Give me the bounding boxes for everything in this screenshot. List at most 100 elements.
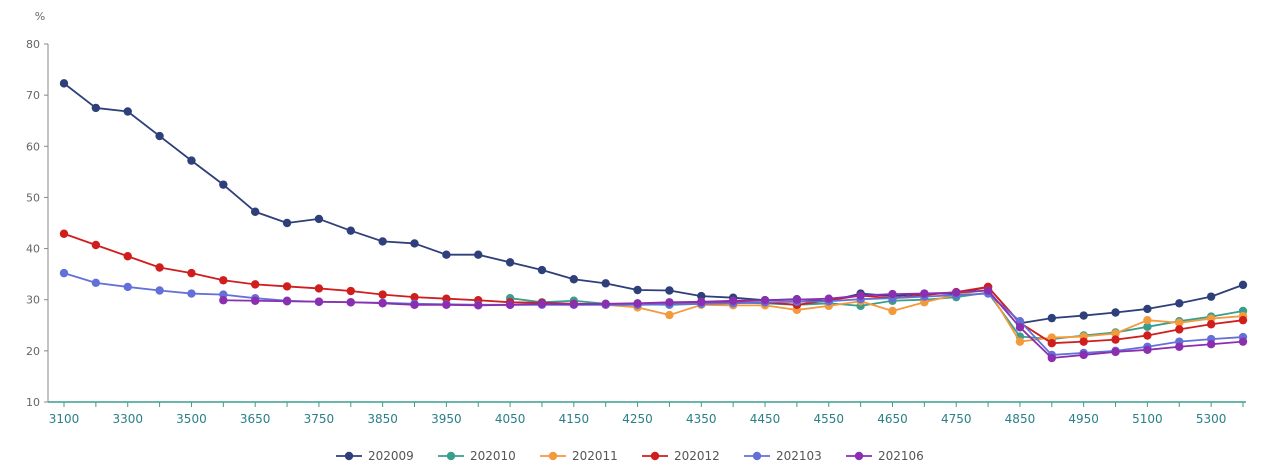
data-point-202106[interactable]	[1238, 337, 1248, 346]
data-point-202012[interactable]	[1047, 338, 1057, 348]
data-point-202009[interactable]	[282, 218, 292, 228]
data-point-202106[interactable]	[952, 288, 961, 297]
data-point-202012[interactable]	[378, 290, 387, 299]
data-point-202012[interactable]	[219, 276, 228, 285]
data-point-202106[interactable]	[410, 300, 419, 310]
legend-item-202103[interactable]: 202103	[744, 449, 822, 463]
data-point-202012[interactable]	[410, 292, 419, 302]
data-point-202106[interactable]	[505, 300, 515, 310]
data-point-202106[interactable]	[888, 289, 897, 299]
data-point-202012[interactable]	[282, 282, 292, 291]
data-point-202106[interactable]	[474, 301, 483, 310]
data-point-202009[interactable]	[1079, 311, 1088, 320]
legend-item-202009[interactable]: 202009	[336, 449, 414, 463]
data-point-202012[interactable]	[314, 284, 324, 293]
data-point-202106[interactable]	[378, 299, 387, 308]
data-point-202012[interactable]	[1111, 335, 1120, 344]
legend-item-202010[interactable]: 202010	[438, 449, 516, 463]
data-point-202106[interactable]	[665, 298, 674, 307]
data-point-202106[interactable]	[537, 299, 547, 309]
data-point-202106[interactable]	[824, 294, 833, 303]
data-point-202106[interactable]	[1175, 342, 1184, 351]
data-point-202012[interactable]	[123, 252, 132, 261]
data-point-202106[interactable]	[633, 299, 642, 308]
data-point-202106[interactable]	[601, 299, 610, 309]
data-point-202103[interactable]	[123, 282, 132, 292]
data-point-202009[interactable]	[505, 258, 515, 267]
data-point-202009[interactable]	[474, 250, 483, 259]
data-point-202009[interactable]	[410, 239, 419, 248]
data-point-202011[interactable]	[1143, 315, 1152, 325]
legend-item-202106[interactable]: 202106	[846, 449, 924, 463]
data-point-202103[interactable]	[1015, 316, 1025, 326]
data-point-202106[interactable]	[282, 297, 292, 306]
data-point-202106[interactable]	[1143, 345, 1152, 355]
data-point-202010[interactable]	[1143, 322, 1152, 332]
data-point-202009[interactable]	[633, 285, 642, 295]
data-point-202011[interactable]	[888, 306, 897, 316]
legend-item-202012[interactable]: 202012	[642, 449, 720, 463]
legend-item-202011[interactable]: 202011	[540, 449, 618, 463]
data-point-202103[interactable]	[91, 278, 101, 288]
data-point-202106[interactable]	[314, 297, 324, 306]
data-point-202106[interactable]	[442, 300, 451, 310]
data-point-202009[interactable]	[91, 103, 101, 113]
data-point-202009[interactable]	[1238, 280, 1248, 290]
data-point-202012[interactable]	[91, 240, 101, 250]
data-point-202106[interactable]	[697, 297, 706, 306]
data-point-202106[interactable]	[792, 295, 802, 304]
data-point-202009[interactable]	[250, 207, 260, 216]
data-point-202103[interactable]	[155, 286, 164, 295]
data-point-202012[interactable]	[346, 286, 355, 296]
legend[interactable]: 202009 202010 202011 202012 202103 202106	[336, 449, 924, 463]
data-point-202103[interactable]	[187, 289, 196, 298]
data-point-202012[interactable]	[1206, 320, 1216, 329]
data-point-202009[interactable]	[1047, 313, 1057, 323]
y-tick-label: 60	[26, 140, 40, 153]
data-point-202012[interactable]	[250, 280, 260, 289]
data-point-202106[interactable]	[1079, 350, 1088, 360]
data-point-202009[interactable]	[1111, 308, 1120, 317]
data-point-202106[interactable]	[1015, 323, 1025, 332]
data-point-202106[interactable]	[1206, 340, 1216, 349]
data-point-202009[interactable]	[1175, 299, 1184, 308]
data-point-202009[interactable]	[187, 156, 196, 165]
data-point-202106[interactable]	[760, 296, 770, 305]
data-point-202106[interactable]	[1047, 353, 1057, 363]
data-point-202009[interactable]	[378, 237, 387, 246]
data-point-202009[interactable]	[123, 107, 132, 116]
data-point-202106[interactable]	[856, 291, 865, 300]
data-point-202106[interactable]	[728, 296, 738, 305]
data-point-202106[interactable]	[250, 296, 260, 305]
data-point-202011[interactable]	[1111, 329, 1120, 338]
data-point-202009[interactable]	[569, 275, 579, 284]
data-point-202009[interactable]	[442, 250, 451, 259]
data-point-202009[interactable]	[219, 180, 228, 189]
data-point-202009[interactable]	[314, 214, 324, 224]
data-point-202011[interactable]	[1015, 337, 1025, 346]
data-point-202009[interactable]	[665, 286, 674, 295]
data-point-202009[interactable]	[1143, 304, 1152, 314]
data-point-202011[interactable]	[1175, 318, 1184, 327]
data-point-202106[interactable]	[346, 298, 355, 307]
data-point-202012[interactable]	[59, 229, 69, 238]
data-point-202106[interactable]	[219, 296, 228, 305]
data-point-202009[interactable]	[537, 265, 547, 275]
data-point-202009[interactable]	[346, 226, 355, 235]
data-point-202009[interactable]	[59, 79, 69, 88]
data-point-202012[interactable]	[187, 268, 196, 278]
data-point-202012[interactable]	[1175, 325, 1184, 334]
data-point-202011[interactable]	[665, 310, 674, 320]
data-point-202009[interactable]	[1206, 292, 1216, 301]
data-point-202106[interactable]	[983, 286, 993, 295]
data-point-202106[interactable]	[569, 300, 579, 309]
data-point-202012[interactable]	[1079, 337, 1088, 346]
data-point-202009[interactable]	[155, 131, 164, 141]
data-point-202012[interactable]	[1238, 315, 1248, 325]
data-point-202012[interactable]	[155, 263, 164, 272]
data-point-202103[interactable]	[59, 268, 69, 278]
data-point-202106[interactable]	[1111, 347, 1120, 357]
data-point-202012[interactable]	[1143, 331, 1152, 340]
data-point-202106[interactable]	[920, 289, 929, 298]
data-point-202009[interactable]	[601, 279, 610, 288]
